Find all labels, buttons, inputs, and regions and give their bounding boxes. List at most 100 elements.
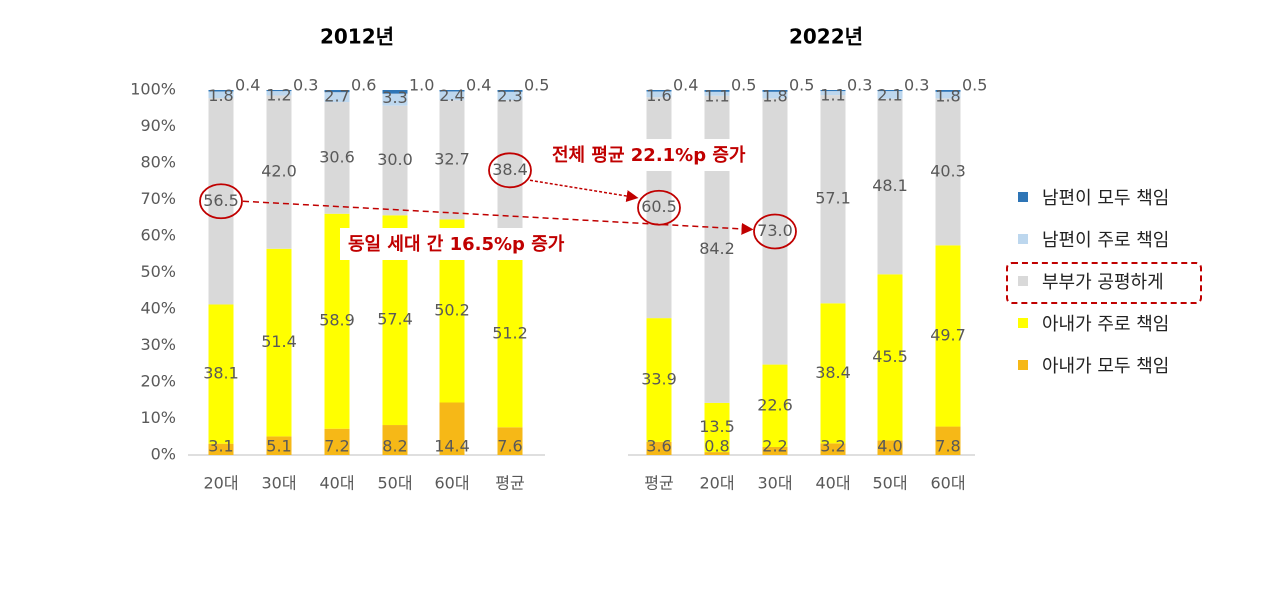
bar-segment — [877, 274, 903, 441]
data-label: 3.6 — [646, 437, 671, 456]
data-label: 7.6 — [497, 437, 522, 456]
bar-segment — [820, 443, 846, 455]
y-tick-label: 80% — [140, 153, 176, 172]
bar-segment — [935, 245, 961, 427]
bar-segment — [497, 90, 523, 92]
data-label: 1.1 — [820, 86, 845, 105]
x-tick-label: 60대 — [930, 474, 965, 493]
bar-segment — [208, 91, 234, 99]
data-label: 1.2 — [266, 86, 291, 105]
data-label: 1.8 — [762, 86, 787, 105]
data-label: 3.1 — [208, 437, 233, 456]
data-label: 13.5 — [699, 417, 735, 436]
bar-segment — [877, 91, 903, 99]
bar-segment — [877, 440, 903, 455]
bar-segment — [382, 425, 408, 455]
x-tick-label: 50대 — [377, 474, 412, 493]
x-tick-label: 30대 — [757, 474, 792, 493]
data-label: 2.7 — [324, 87, 349, 106]
bar-segment — [820, 91, 846, 96]
bar-segment — [439, 91, 465, 101]
bar-segment — [266, 95, 292, 249]
legend-label: 아내가 모두 책임 — [1042, 356, 1170, 377]
legend-highlight-box — [1006, 262, 1202, 304]
data-label: 1.8 — [208, 86, 233, 105]
legend-item-equal: 부부가 공평하게 — [1018, 260, 1169, 302]
bar-segment — [646, 441, 672, 455]
data-label: 33.9 — [641, 369, 677, 388]
bar-segment — [762, 98, 788, 365]
bar-segment — [646, 90, 672, 92]
data-label: 50.2 — [434, 300, 470, 319]
bar-segment — [497, 240, 523, 428]
data-label: 22.6 — [757, 395, 793, 414]
bar-segment — [935, 426, 961, 455]
data-label: 84.2 — [699, 239, 735, 258]
bar-segment — [497, 427, 523, 455]
bar-segment — [208, 443, 234, 455]
bar-segment — [762, 91, 788, 99]
bar-segment — [439, 90, 465, 92]
data-label: 0.3 — [847, 76, 872, 95]
highlight-circle — [488, 152, 532, 189]
data-label: 0.8 — [704, 437, 729, 456]
data-label: 2.1 — [877, 86, 902, 105]
data-label: 45.5 — [872, 347, 908, 366]
data-label: 58.9 — [319, 311, 355, 330]
data-label: 14.4 — [434, 437, 470, 456]
bar-segment — [935, 98, 961, 246]
bar-segment — [266, 248, 292, 437]
bar-segment — [324, 102, 350, 214]
data-label: 0.5 — [962, 76, 987, 95]
y-tick-label: 70% — [140, 189, 176, 208]
bar-segment — [266, 90, 292, 92]
bar-segment — [935, 90, 961, 92]
data-label: 2.4 — [439, 86, 464, 105]
legend-swatch — [1018, 234, 1028, 244]
bar-segment — [646, 97, 672, 319]
bar-segment — [877, 90, 903, 92]
y-tick-label: 30% — [140, 335, 176, 354]
data-label: 60.5 — [641, 197, 677, 216]
bar-segment — [497, 91, 523, 101]
data-label: 5.1 — [266, 437, 291, 456]
chart-title: 2022년 — [789, 25, 863, 49]
bar-segment — [382, 90, 408, 94]
bar-segment — [935, 91, 961, 99]
bar-segment — [439, 402, 465, 455]
legend-item-wife-mostly: 아내가 주로 책임 — [1018, 302, 1169, 344]
bar-segment — [208, 304, 234, 444]
bar-segment — [382, 105, 408, 216]
x-tick-label: 20대 — [203, 474, 238, 493]
bar-segment — [704, 90, 730, 92]
bar-segment — [324, 92, 350, 103]
data-label: 38.1 — [203, 364, 239, 383]
data-label: 30.0 — [377, 150, 413, 169]
bar-segment — [646, 318, 672, 442]
data-label: 7.8 — [935, 437, 960, 456]
legend-label: 남편이 모두 책임 — [1042, 188, 1170, 209]
legend-swatch — [1018, 192, 1028, 202]
bar-segment — [762, 364, 788, 447]
data-label: 0.6 — [351, 76, 376, 95]
bar-segment — [646, 91, 672, 98]
annotation-overall-average-bg — [544, 139, 733, 171]
legend-swatch — [1018, 276, 1028, 286]
legend-item-wife-all: 아내가 모두 책임 — [1018, 344, 1169, 386]
bar-segment — [820, 95, 846, 304]
data-label: 1.0 — [409, 76, 434, 95]
data-label: 0.4 — [466, 76, 491, 95]
y-tick-label: 100% — [130, 80, 176, 99]
y-tick-label: 60% — [140, 226, 176, 245]
bar-segment — [266, 436, 292, 455]
data-label: 0.5 — [524, 76, 549, 95]
bar-segment — [704, 91, 730, 96]
bar-segment — [324, 428, 350, 455]
x-tick-label: 50대 — [872, 474, 907, 493]
chart-title: 2012년 — [320, 25, 394, 49]
data-label: 51.2 — [492, 323, 528, 342]
bar-segment — [820, 90, 846, 92]
data-label: 57.1 — [815, 189, 851, 208]
data-label: 49.7 — [930, 325, 966, 344]
